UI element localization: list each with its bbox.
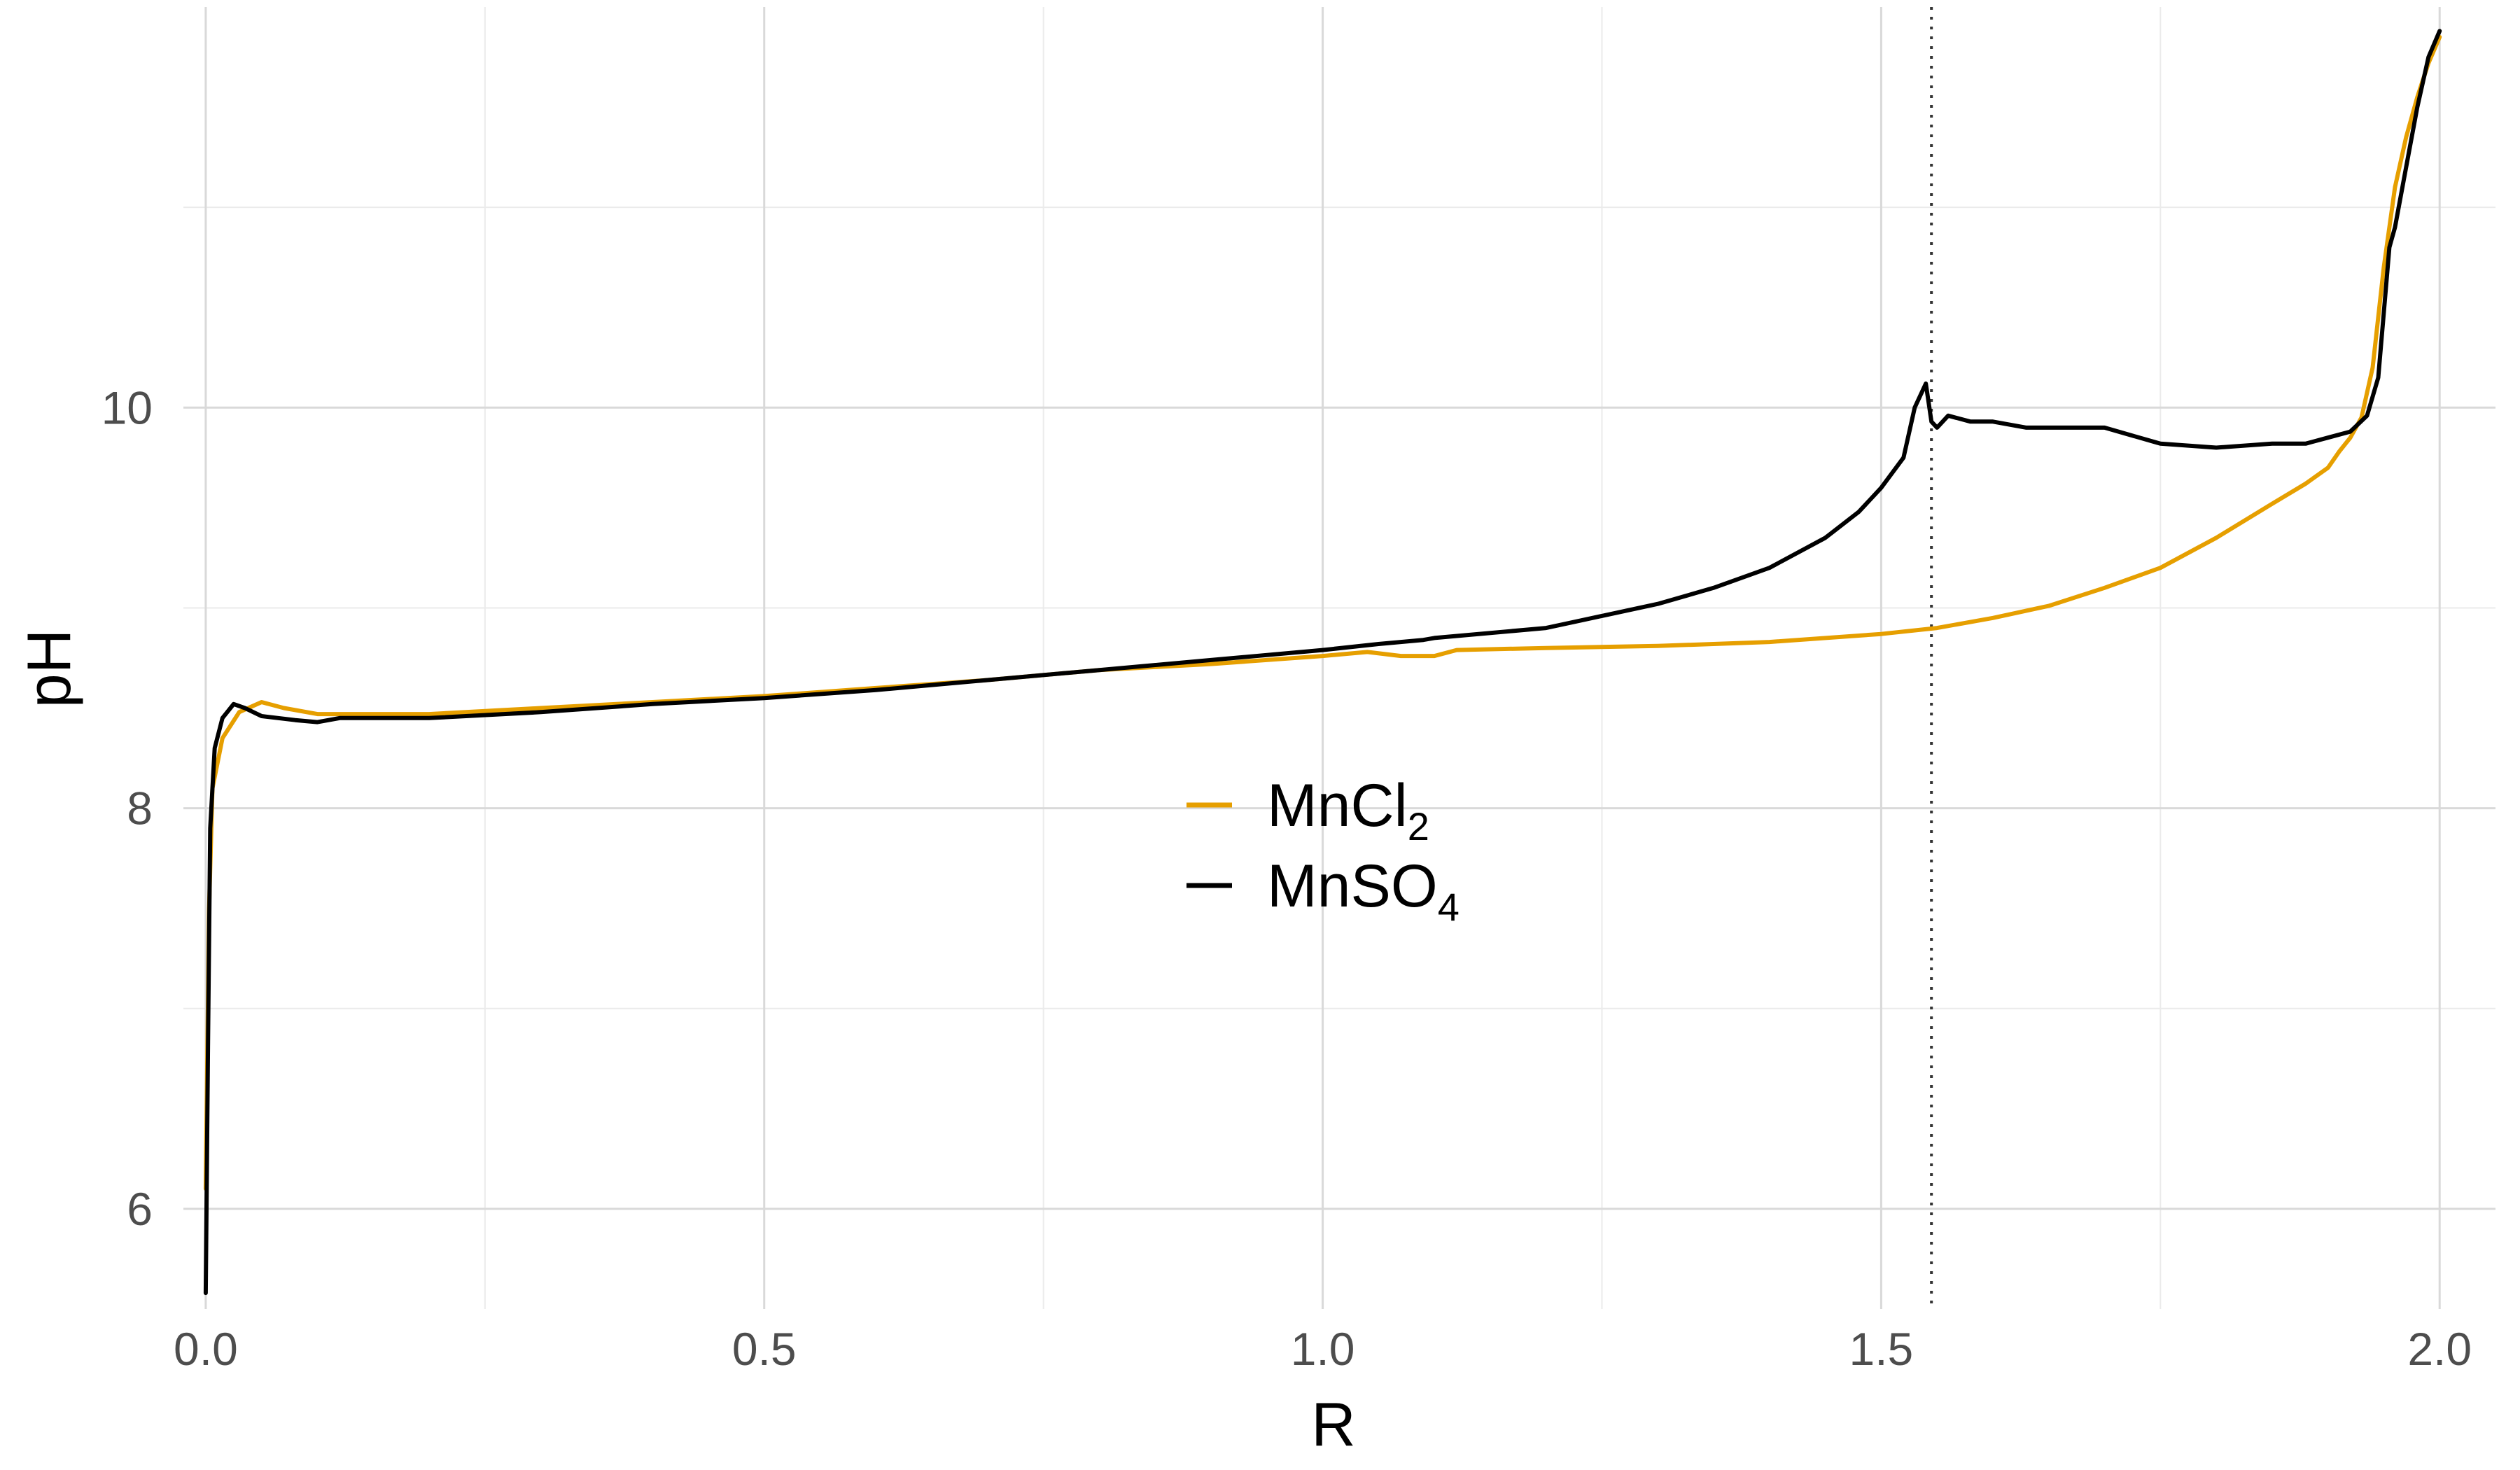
x-tick-label: 0.5: [732, 1323, 797, 1375]
minor-gridlines: [183, 7, 2496, 1309]
series-lines: [203, 29, 2442, 1296]
y-tick-label: 6: [127, 1183, 153, 1235]
y-axis-title: pH: [14, 629, 83, 708]
x-axis-title: R: [1311, 1390, 1356, 1459]
series-line-mnso4: [203, 29, 2442, 1296]
x-tick-label: 0.0: [174, 1323, 238, 1375]
x-tick-label: 1.5: [1849, 1323, 1914, 1375]
x-axis-tick-labels: 0.0 0.5 1.0 1.5 2.0: [174, 1323, 2472, 1375]
major-gridlines: [183, 7, 2496, 1309]
x-tick-label: 2.0: [2407, 1323, 2472, 1375]
legend-label-mnso4: MnSO4: [1267, 853, 1460, 929]
legend-label-mncl2: MnCl2: [1267, 772, 1429, 848]
x-tick-label: 1.0: [1291, 1323, 1355, 1375]
y-tick-label: 8: [127, 783, 153, 834]
legend: MnCl2 MnSO4: [1186, 772, 1460, 929]
y-axis-tick-labels: 6 8 10: [102, 382, 153, 1235]
y-tick-label: 10: [102, 382, 153, 433]
